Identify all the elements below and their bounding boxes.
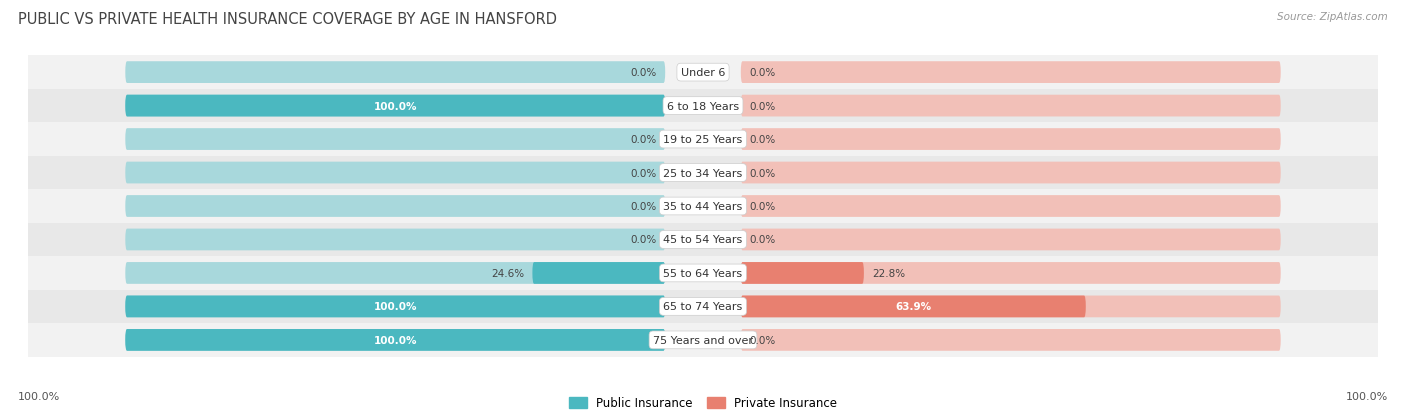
FancyBboxPatch shape	[741, 296, 1085, 318]
Bar	[28, 123, 1378, 157]
Bar	[28, 56, 1378, 90]
Text: 45 to 54 Years: 45 to 54 Years	[664, 235, 742, 245]
FancyBboxPatch shape	[741, 329, 1281, 351]
FancyBboxPatch shape	[125, 162, 665, 184]
FancyBboxPatch shape	[125, 329, 665, 351]
Text: 0.0%: 0.0%	[749, 68, 775, 78]
FancyBboxPatch shape	[741, 262, 1281, 284]
FancyBboxPatch shape	[741, 95, 1281, 117]
FancyBboxPatch shape	[125, 95, 665, 117]
Text: 0.0%: 0.0%	[631, 235, 657, 245]
Text: 65 to 74 Years: 65 to 74 Years	[664, 301, 742, 312]
Text: 63.9%: 63.9%	[896, 301, 931, 312]
Text: 25 to 34 Years: 25 to 34 Years	[664, 168, 742, 178]
Text: 100.0%: 100.0%	[18, 391, 60, 401]
Legend: Public Insurance, Private Insurance: Public Insurance, Private Insurance	[564, 392, 842, 413]
Bar	[28, 290, 1378, 323]
Bar	[28, 90, 1378, 123]
FancyBboxPatch shape	[125, 296, 665, 318]
FancyBboxPatch shape	[741, 296, 1281, 318]
Text: 35 to 44 Years: 35 to 44 Years	[664, 202, 742, 211]
FancyBboxPatch shape	[125, 329, 665, 351]
Bar	[28, 256, 1378, 290]
Text: 0.0%: 0.0%	[631, 168, 657, 178]
FancyBboxPatch shape	[741, 162, 1281, 184]
Bar	[28, 190, 1378, 223]
Text: 100.0%: 100.0%	[374, 101, 418, 112]
FancyBboxPatch shape	[125, 62, 665, 84]
Text: 0.0%: 0.0%	[631, 202, 657, 211]
Text: 19 to 25 Years: 19 to 25 Years	[664, 135, 742, 145]
Text: Under 6: Under 6	[681, 68, 725, 78]
Text: 0.0%: 0.0%	[749, 135, 775, 145]
FancyBboxPatch shape	[125, 262, 665, 284]
Text: PUBLIC VS PRIVATE HEALTH INSURANCE COVERAGE BY AGE IN HANSFORD: PUBLIC VS PRIVATE HEALTH INSURANCE COVER…	[18, 12, 557, 27]
Text: 0.0%: 0.0%	[631, 135, 657, 145]
Text: 6 to 18 Years: 6 to 18 Years	[666, 101, 740, 112]
Text: 100.0%: 100.0%	[374, 301, 418, 312]
FancyBboxPatch shape	[125, 95, 665, 117]
Bar	[28, 223, 1378, 256]
Text: 100.0%: 100.0%	[374, 335, 418, 345]
FancyBboxPatch shape	[741, 62, 1281, 84]
Text: 22.8%: 22.8%	[872, 268, 905, 278]
Text: 0.0%: 0.0%	[749, 335, 775, 345]
FancyBboxPatch shape	[533, 262, 665, 284]
Text: 0.0%: 0.0%	[631, 68, 657, 78]
Bar	[28, 323, 1378, 357]
Text: 75 Years and over: 75 Years and over	[652, 335, 754, 345]
FancyBboxPatch shape	[125, 129, 665, 151]
FancyBboxPatch shape	[125, 229, 665, 251]
FancyBboxPatch shape	[125, 296, 665, 318]
Text: 0.0%: 0.0%	[749, 101, 775, 112]
Text: 0.0%: 0.0%	[749, 168, 775, 178]
Text: 0.0%: 0.0%	[749, 202, 775, 211]
FancyBboxPatch shape	[741, 196, 1281, 217]
FancyBboxPatch shape	[741, 262, 863, 284]
Text: 100.0%: 100.0%	[1346, 391, 1388, 401]
Text: 55 to 64 Years: 55 to 64 Years	[664, 268, 742, 278]
Text: 0.0%: 0.0%	[749, 235, 775, 245]
FancyBboxPatch shape	[741, 129, 1281, 151]
Bar	[28, 157, 1378, 190]
FancyBboxPatch shape	[741, 229, 1281, 251]
Text: 24.6%: 24.6%	[491, 268, 524, 278]
FancyBboxPatch shape	[125, 196, 665, 217]
Text: Source: ZipAtlas.com: Source: ZipAtlas.com	[1277, 12, 1388, 22]
